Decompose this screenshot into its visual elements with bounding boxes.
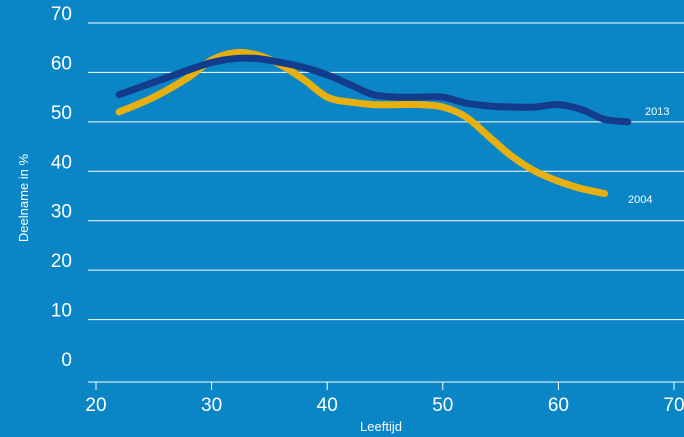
x-tick-label: 70 <box>663 395 684 416</box>
series-label-2004: 2004 <box>628 194 652 206</box>
series-line-2004 <box>115 48 609 197</box>
y-tick-label: 40 <box>51 152 72 173</box>
series-labels: 2004 2013 <box>628 106 669 206</box>
y-tick-label: 0 <box>61 350 72 371</box>
x-tick-label: 60 <box>548 395 569 416</box>
y-tick-label: 70 <box>51 4 72 25</box>
y-tick-label: 50 <box>51 103 72 124</box>
y-tick-label: 10 <box>51 301 72 322</box>
x-tick-label: 50 <box>432 395 453 416</box>
x-tick-label: 40 <box>317 395 338 416</box>
series-label-2013: 2013 <box>645 106 669 118</box>
x-axis: 20 30 40 50 60 70 <box>85 381 684 416</box>
x-tick-label: 20 <box>85 395 106 416</box>
series-line-2013 <box>115 54 632 126</box>
y-axis-ticks: 0 10 20 30 40 50 60 70 <box>51 4 72 371</box>
x-axis-title: Leeftijd <box>360 419 402 434</box>
y-tick-label: 30 <box>51 202 72 223</box>
series-lines <box>115 48 632 197</box>
y-axis-title: Deelname in % <box>16 153 31 242</box>
y-tick-label: 60 <box>51 53 72 74</box>
y-tick-label: 20 <box>51 251 72 272</box>
x-tick-label: 30 <box>201 395 222 416</box>
gridlines <box>88 22 684 321</box>
